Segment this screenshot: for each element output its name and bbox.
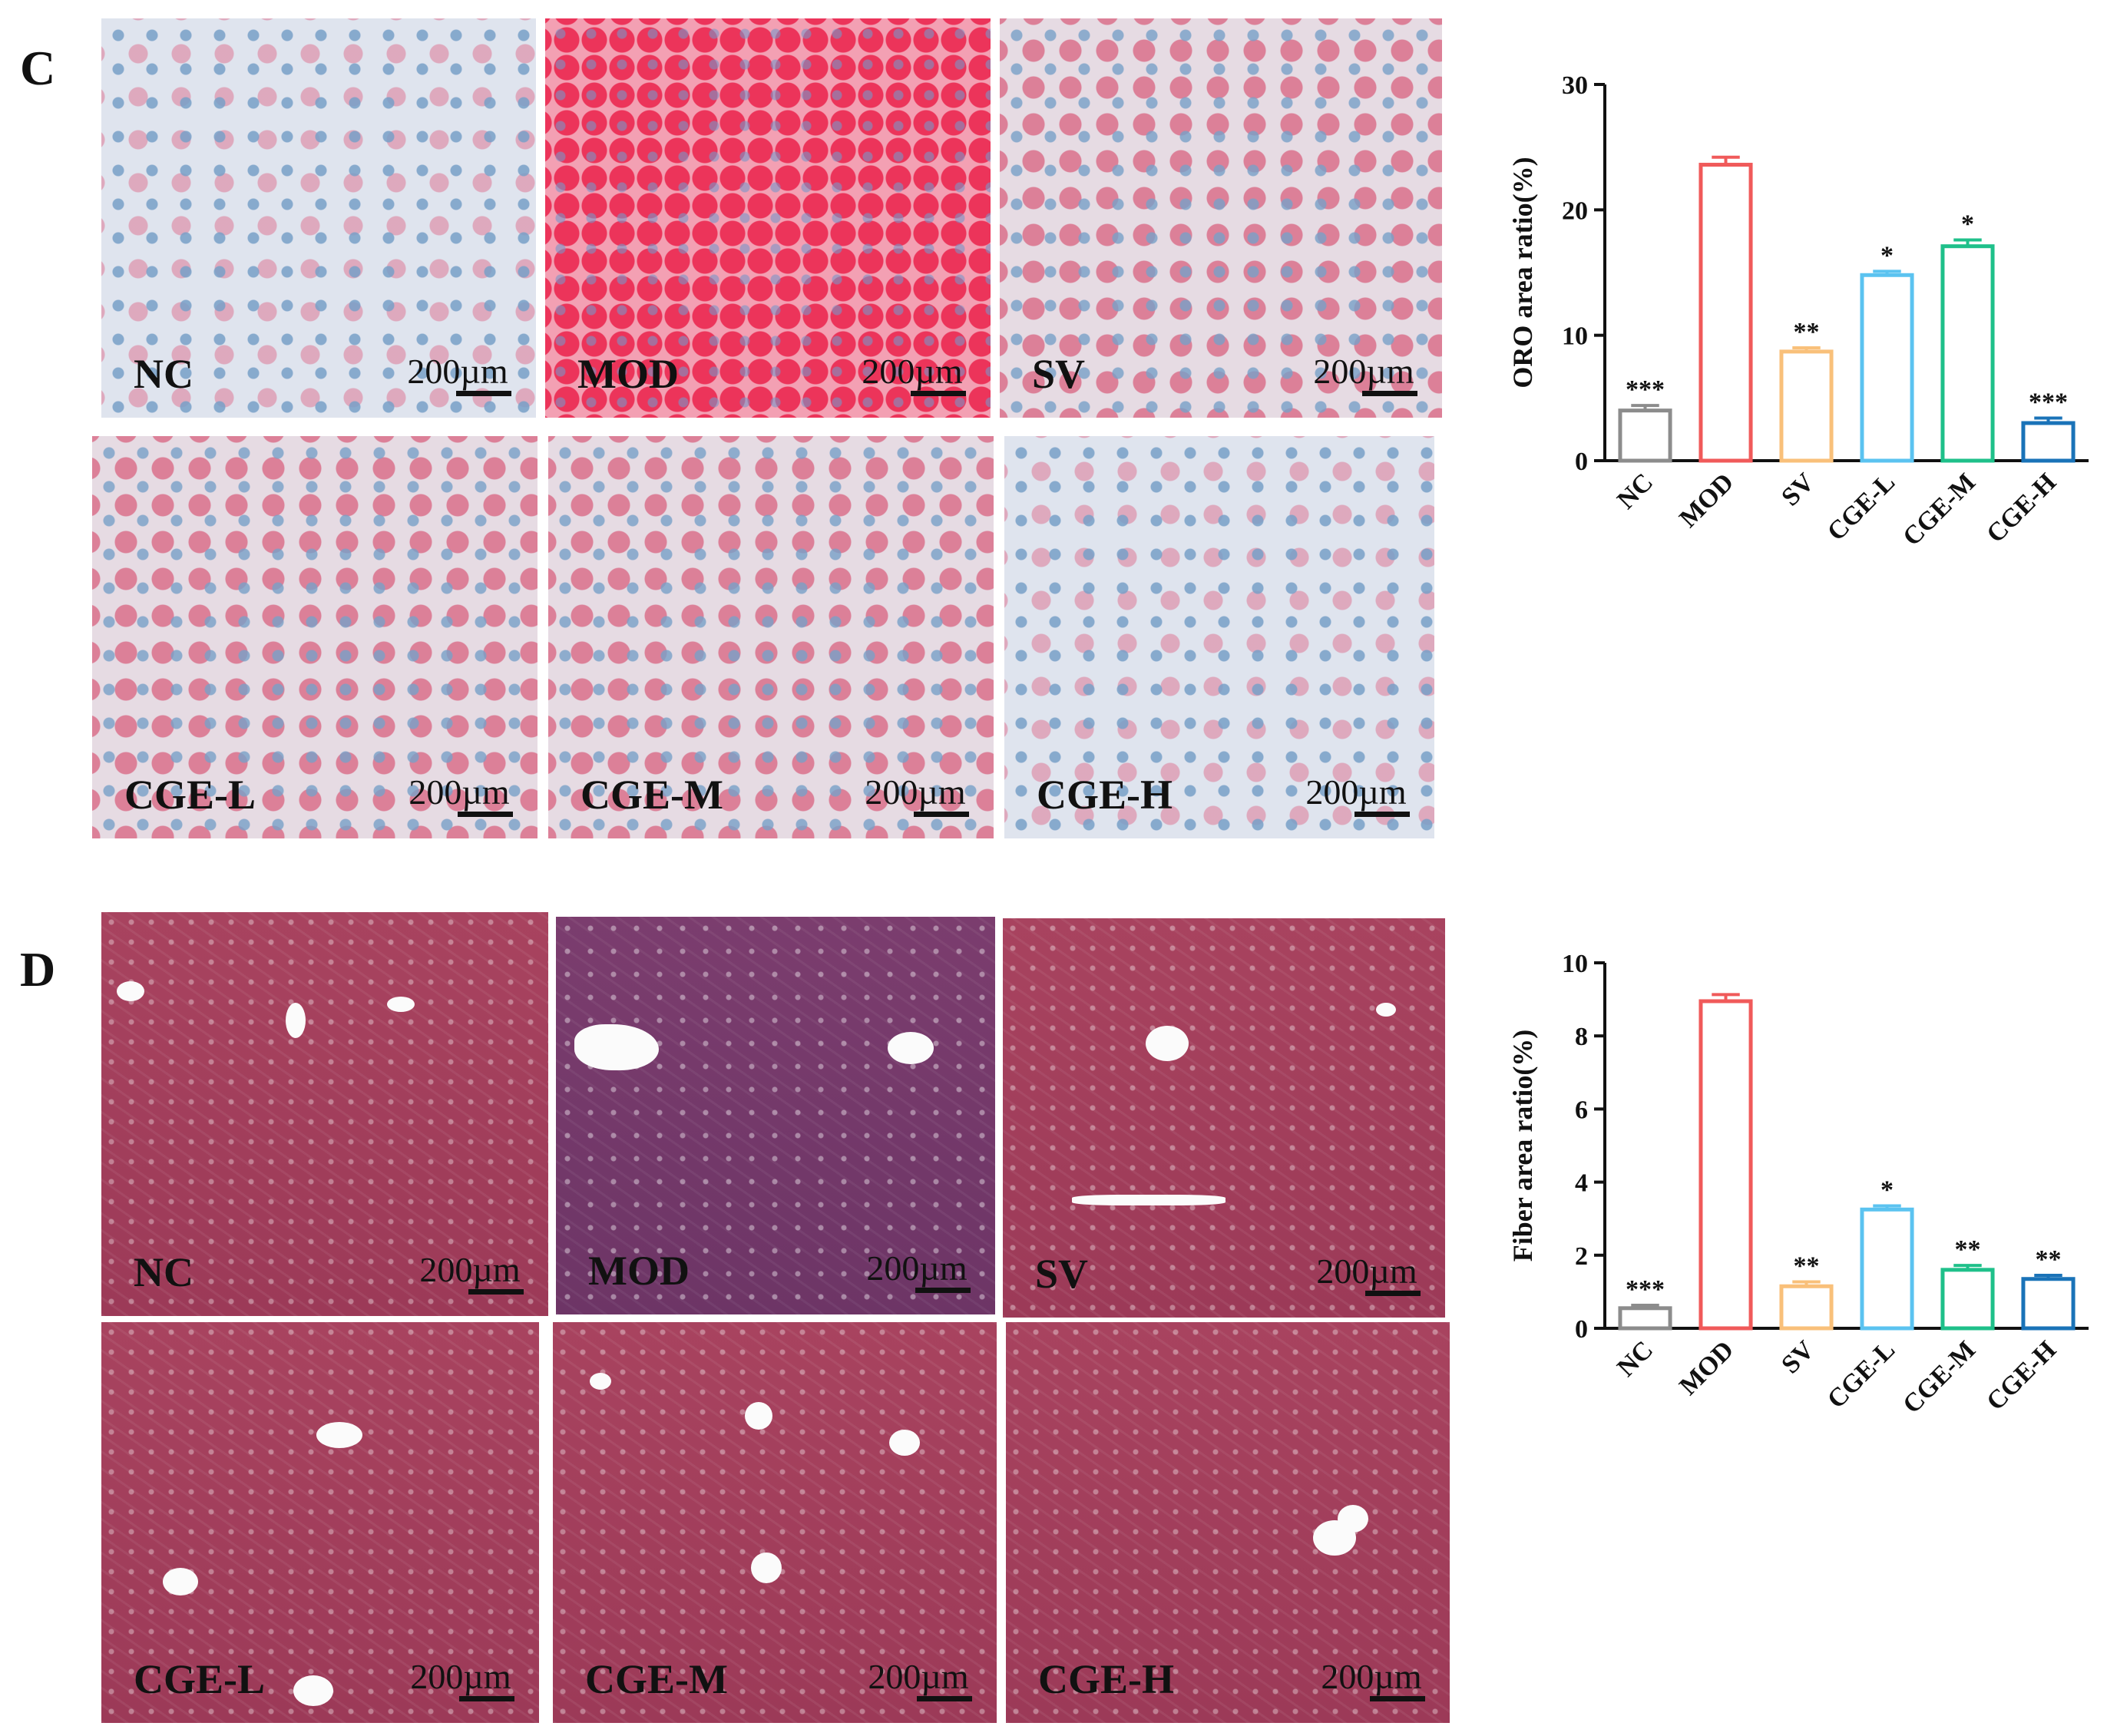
x-tick-label: CGE-M <box>1897 468 1981 551</box>
oro-image-mod: MOD 200µm <box>545 18 991 418</box>
bar <box>1698 999 1753 1331</box>
y-tick-label: 30 <box>1562 71 1588 100</box>
y-tick-label: 0 <box>1575 1315 1588 1344</box>
bar <box>1860 1207 1914 1331</box>
oro-bar-chart: 0 10 20 30 ORO area ratio(%) *** NC MOD ** SV * CGE… <box>1507 71 2089 551</box>
panel-letter-d: D <box>20 942 56 997</box>
masson-image-cge-l: CGE-L 200µm <box>101 1322 539 1723</box>
scale-bar: 200µm <box>863 1251 971 1293</box>
oro-image-cge-h: CGE-H 200µm <box>1004 436 1434 838</box>
scale-bar: 200µm <box>407 1659 514 1701</box>
significance-label: ** <box>1794 1252 1820 1281</box>
tile-label: CGE-M <box>580 772 723 818</box>
significance-label: * <box>1880 1176 1894 1205</box>
scale-text: 200µm <box>1313 352 1414 391</box>
scale-text: 200µm <box>868 1657 969 1696</box>
bar <box>1779 1284 1834 1331</box>
scale-text: 200µm <box>419 1250 521 1289</box>
bar <box>1779 349 1834 463</box>
significance-label: *** <box>1626 375 1665 404</box>
significance-label: ** <box>2036 1245 2062 1274</box>
y-tick-label: 10 <box>1562 950 1588 978</box>
tile-label: CGE-L <box>134 1656 266 1702</box>
scale-text: 200µm <box>862 352 963 391</box>
y-axis-label: Fiber area ratio(%) <box>1507 1030 1538 1262</box>
scale-bar: 200µm <box>416 1252 524 1295</box>
y-tick-label: 6 <box>1575 1096 1588 1124</box>
scale-bar: 200µm <box>1310 354 1417 396</box>
significance-label: *** <box>1626 1275 1665 1304</box>
tile-label: CGE-H <box>1037 772 1173 818</box>
tile-label: MOD <box>588 1248 690 1294</box>
x-tick-label: CGE-H <box>1981 468 2062 548</box>
significance-label: * <box>1961 210 1974 239</box>
fiber-bar-chart: 0 2 4 6 8 10 Fiber area ratio(%) *** NC MOD ** SV * C… <box>1507 950 2089 1419</box>
scale-text: 200µm <box>1321 1657 1422 1696</box>
bar <box>2021 421 2076 463</box>
oro-image-nc: NC 200µm <box>101 18 536 418</box>
bar <box>1860 273 1914 463</box>
oro-image-cge-m: CGE-M 200µm <box>548 436 994 838</box>
significance-label: *** <box>2029 388 2068 416</box>
scale-bar: 200µm <box>1313 1254 1421 1296</box>
tile-label: MOD <box>577 351 679 397</box>
tile-label: SV <box>1032 351 1086 397</box>
panel-letter-c: C <box>20 41 56 95</box>
scale-text: 200µm <box>408 772 510 812</box>
scale-bar: 200µm <box>858 354 966 396</box>
y-axis-label: ORO area ratio(%) <box>1507 157 1538 388</box>
x-tick-label: CGE-M <box>1897 1335 1981 1419</box>
tile-label: CGE-L <box>124 772 256 818</box>
bar <box>1940 1268 1995 1331</box>
y-tick-label: 20 <box>1562 197 1588 225</box>
bar <box>2021 1277 2076 1331</box>
significance-label: * <box>1880 241 1894 269</box>
scale-text: 200µm <box>866 1248 968 1288</box>
bar <box>1940 244 1995 463</box>
x-tick-label: MOD <box>1674 468 1739 533</box>
scale-text: 200µm <box>1316 1252 1417 1291</box>
x-tick-label: CGE-L <box>1822 1335 1900 1414</box>
y-tick-label: 8 <box>1575 1023 1588 1051</box>
masson-image-cge-h: CGE-H 200µm <box>1006 1322 1450 1723</box>
significance-label: ** <box>1794 318 1820 346</box>
scale-bar: 200µm <box>405 775 513 817</box>
scale-text: 200µm <box>1305 772 1407 812</box>
scale-text: 200µm <box>865 772 966 812</box>
bar <box>1618 1306 1672 1331</box>
oro-image-sv: SV 200µm <box>1000 18 1442 418</box>
scale-bar: 200µm <box>1302 775 1410 817</box>
bar <box>1618 408 1672 463</box>
x-tick-label: SV <box>1776 1335 1820 1379</box>
y-tick-label: 10 <box>1562 322 1588 351</box>
scale-bar: 200µm <box>862 775 969 817</box>
tile-label: CGE-M <box>585 1656 728 1702</box>
tile-label: NC <box>134 351 194 397</box>
masson-image-sv: SV 200µm <box>1003 918 1445 1318</box>
x-tick-label: CGE-H <box>1981 1335 2062 1416</box>
x-tick-label: MOD <box>1674 1335 1739 1400</box>
scale-text: 200µm <box>407 352 508 391</box>
bar <box>1698 163 1753 463</box>
y-tick-label: 2 <box>1575 1242 1588 1271</box>
x-tick-label: SV <box>1776 468 1820 511</box>
scale-bar: 200µm <box>865 1659 972 1701</box>
x-tick-label: CGE-L <box>1822 468 1900 546</box>
significance-label: ** <box>1955 1235 1981 1264</box>
tile-label: CGE-H <box>1038 1656 1175 1702</box>
scale-bar: 200µm <box>404 354 511 396</box>
scale-text: 200µm <box>410 1657 511 1696</box>
masson-image-mod: MOD 200µm <box>556 917 995 1314</box>
oro-image-cge-l: CGE-L 200µm <box>92 436 538 838</box>
tile-label: SV <box>1035 1251 1089 1297</box>
y-tick-label: 0 <box>1575 448 1588 476</box>
y-tick-label: 4 <box>1575 1169 1588 1198</box>
masson-image-cge-m: CGE-M 200µm <box>553 1322 997 1723</box>
scale-bar: 200µm <box>1318 1659 1425 1701</box>
x-tick-label: NC <box>1612 1335 1659 1382</box>
tile-label: NC <box>134 1249 194 1295</box>
masson-image-nc: NC 200µm <box>101 912 548 1316</box>
x-tick-label: NC <box>1612 468 1659 514</box>
